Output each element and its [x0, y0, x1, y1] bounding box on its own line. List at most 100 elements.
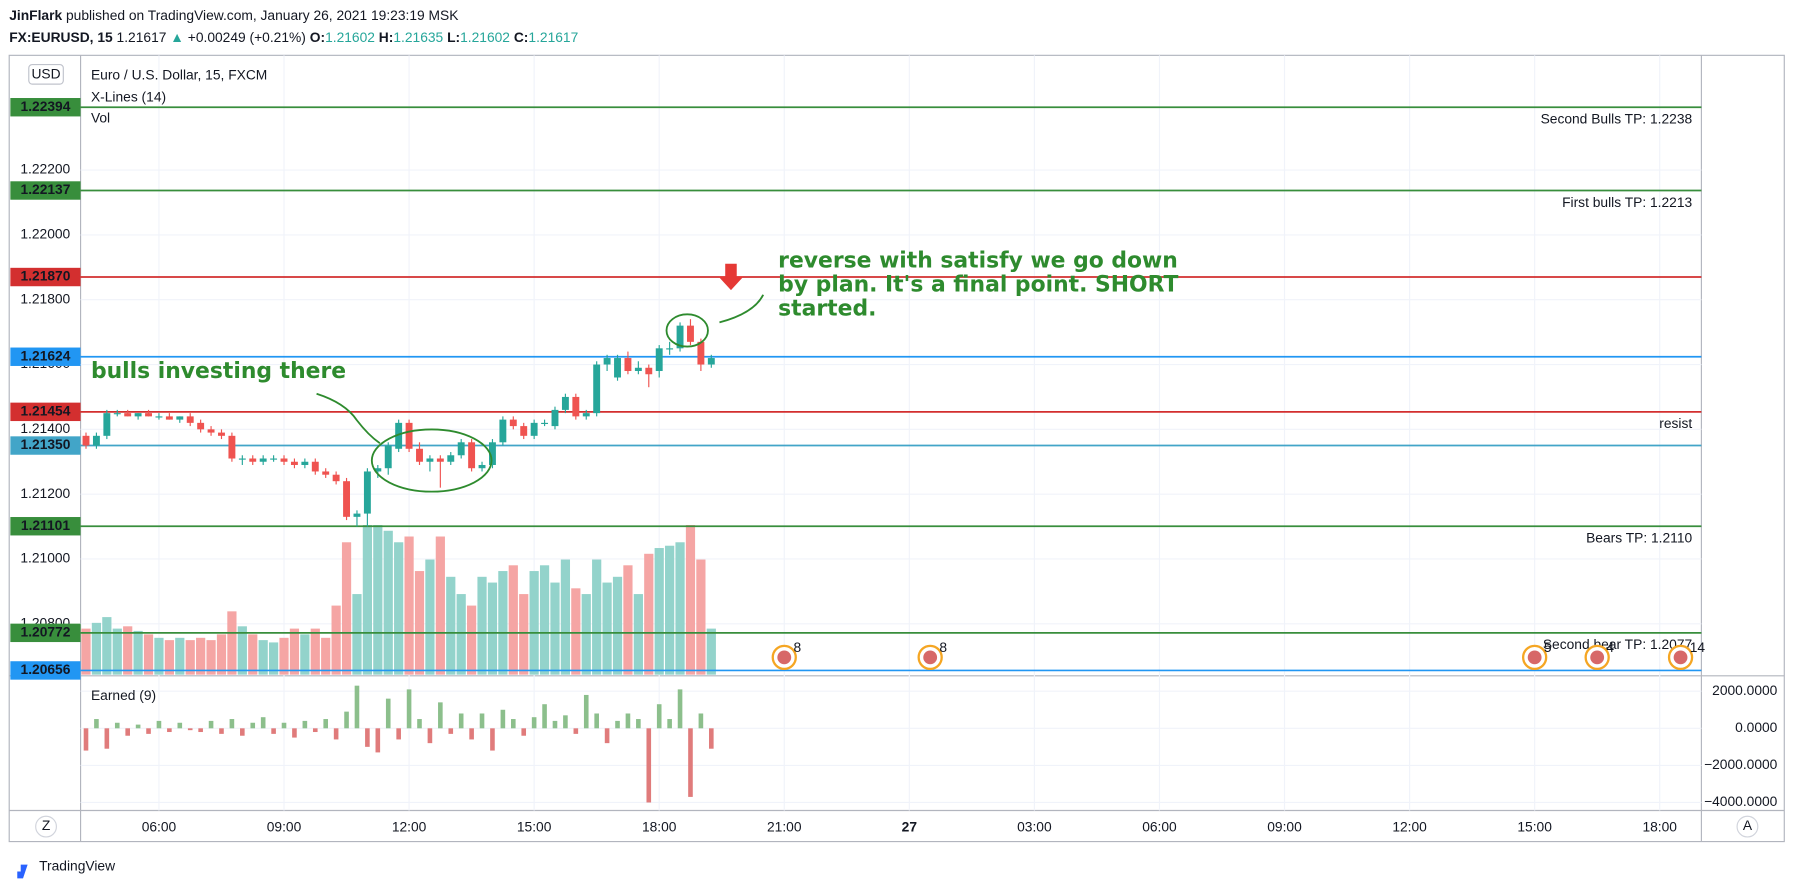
earned-bar	[573, 728, 579, 734]
volume-bar	[665, 545, 675, 675]
earned-bar	[292, 728, 297, 738]
candle-body	[82, 435, 90, 446]
volume-bar	[498, 571, 508, 675]
event-count: 14	[1690, 639, 1706, 655]
candle-body	[561, 396, 569, 410]
price-box-label: 1.21870	[21, 268, 71, 284]
price-box-label: 1.22137	[21, 181, 71, 197]
candle-body	[478, 464, 486, 469]
volume-bar	[446, 576, 456, 675]
volume-bar	[654, 548, 664, 675]
candle-body	[363, 471, 371, 514]
y-tick-label: 1.21800	[20, 290, 70, 306]
x-tick-label: 12:00	[1392, 818, 1427, 834]
o-label: O:	[310, 29, 325, 45]
legend-indicator: X-Lines (14)	[91, 89, 166, 105]
volume-bar	[185, 640, 195, 675]
plot-layer: 06:00 09:00 12:00 15:00 18:00 21:00 27 03:00 06:…	[10, 55, 1778, 834]
published: published on TradingView.com, January 26…	[66, 7, 459, 23]
earned-bar	[260, 717, 266, 729]
volume-bar	[300, 634, 310, 675]
x-tick-label: 12:00	[392, 818, 427, 834]
candle-body	[499, 419, 507, 443]
earned-bar	[615, 720, 620, 729]
volume-bar	[477, 576, 487, 675]
auto-button[interactable]	[1736, 815, 1759, 838]
currency-button[interactable]	[28, 63, 64, 85]
earned-bar	[510, 719, 516, 729]
volume-bar	[550, 582, 560, 675]
price-box-label: 1.21454	[21, 402, 71, 418]
candle-body	[332, 474, 340, 482]
candle-body	[551, 409, 559, 427]
zoom-button[interactable]	[35, 815, 57, 838]
candle-body	[374, 468, 382, 472]
earned-bar	[594, 713, 599, 729]
line-label: Second bear TP: 1.2077	[1543, 636, 1692, 652]
candle-body	[520, 426, 528, 436]
annotation: bulls investing there	[91, 359, 346, 384]
earned-bar	[417, 719, 422, 729]
earned-bar	[281, 722, 287, 729]
event-flag	[1590, 650, 1605, 665]
earned-bar	[250, 722, 256, 729]
candle-body	[634, 367, 642, 372]
volume-bar	[529, 571, 539, 675]
candle-body	[207, 429, 215, 433]
line-label: resist	[1659, 415, 1692, 431]
volume-bar	[456, 594, 466, 675]
volume-bar	[539, 565, 550, 675]
volume-bar	[237, 626, 247, 675]
candle-body	[322, 471, 330, 475]
volume-bar	[331, 605, 341, 675]
earned-bar	[302, 720, 308, 729]
earned-title: Earned (9)	[91, 687, 156, 703]
x-tick-label: 15:00	[517, 818, 552, 834]
earned-bar	[125, 728, 130, 736]
price-box-label: 1.21350	[21, 436, 71, 452]
x-tick-label: 18:00	[1642, 818, 1677, 834]
volume-bar	[154, 637, 164, 675]
volume-bar	[685, 525, 696, 675]
candle-body	[113, 413, 121, 415]
volume-bar	[633, 594, 643, 675]
annotation: reverse with satisfy we go down	[778, 248, 1178, 273]
volume-bar	[560, 559, 571, 675]
volume-bar	[123, 626, 133, 675]
candle-body	[301, 461, 309, 465]
volume-bar	[341, 542, 352, 675]
ellipse	[665, 313, 709, 348]
volume-bar	[394, 542, 404, 675]
price-box-label: 1.20656	[21, 661, 71, 677]
volume-bar	[425, 559, 435, 675]
x-tick-label: 27	[902, 818, 918, 834]
earned-bar	[156, 720, 162, 729]
l: 1.21602	[460, 29, 510, 45]
y-tick-label: −4000.0000	[1704, 793, 1778, 809]
line-label: Bears TP: 1.2110	[1586, 530, 1692, 546]
volume-bar	[143, 634, 154, 675]
earned-bar	[177, 722, 183, 729]
volume-bar	[362, 525, 372, 675]
earned-bar	[83, 728, 89, 751]
price-box-label: 1.20772	[21, 623, 71, 639]
candle-body	[353, 513, 361, 517]
x-tick-label: 03:00	[1017, 818, 1052, 834]
candle-body	[447, 455, 455, 462]
c-label: C:	[514, 29, 529, 45]
currency: USD	[31, 66, 60, 82]
candle-body	[238, 458, 246, 460]
earned-bar	[167, 728, 172, 733]
volume-bar	[706, 628, 716, 675]
earned-bar	[625, 713, 631, 729]
volume-bar	[581, 594, 591, 675]
volume-bar	[258, 640, 268, 675]
volume-bar	[675, 542, 685, 675]
header-line: JinFlark published on TradingView.com, J…	[9, 7, 459, 23]
line-label: First bulls TP: 1.2213	[1562, 194, 1692, 210]
ellipse	[370, 428, 493, 493]
earned-bar	[709, 728, 714, 749]
footer: TradingView	[39, 858, 115, 874]
earned-bar	[312, 728, 318, 733]
